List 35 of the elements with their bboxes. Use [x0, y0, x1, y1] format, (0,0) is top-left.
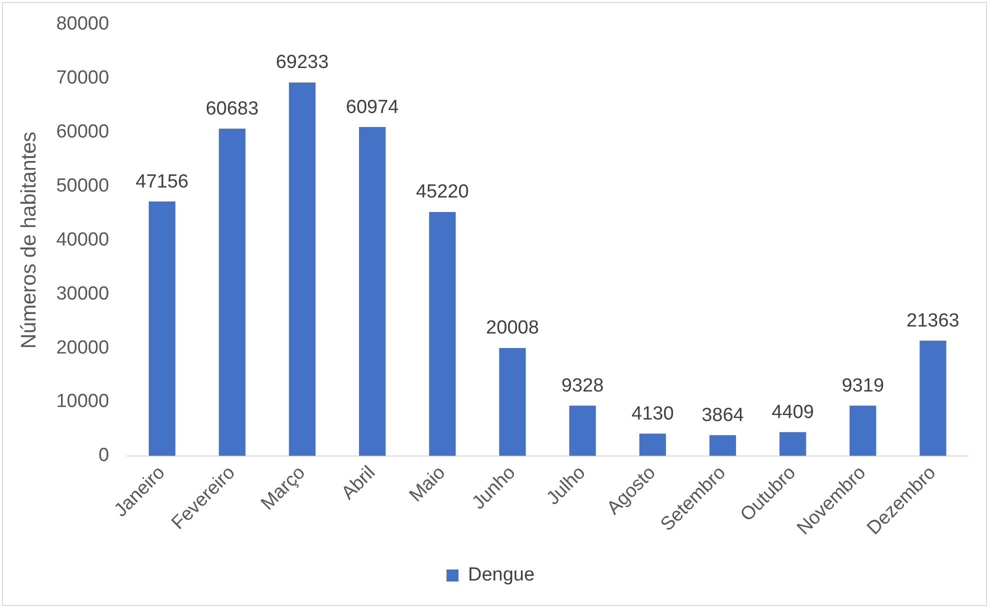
bar — [709, 435, 736, 456]
data-label: 4130 — [631, 403, 674, 424]
y-tick-label: 40000 — [56, 229, 110, 250]
data-label: 60683 — [206, 98, 259, 120]
y-tick-label: 0 — [98, 445, 110, 466]
y-tick-label: 60000 — [56, 122, 110, 143]
data-label: 47156 — [136, 171, 188, 192]
y-tick-label: 70000 — [56, 68, 110, 89]
bar — [779, 432, 806, 456]
bar — [499, 348, 526, 456]
data-label: 20008 — [486, 318, 539, 339]
bar — [639, 434, 666, 456]
legend-label: Dengue — [468, 564, 535, 586]
data-label: 3864 — [702, 404, 744, 426]
data-label: 9319 — [842, 375, 884, 396]
data-label: 69233 — [276, 52, 329, 74]
bar — [288, 82, 316, 456]
y-tick-label: 80000 — [56, 14, 110, 35]
y-tick-label: 30000 — [56, 283, 110, 304]
data-label: 60974 — [346, 96, 400, 118]
bar — [569, 406, 596, 456]
bar — [218, 128, 246, 456]
data-label: 45220 — [416, 182, 469, 203]
y-tick-label: 50000 — [56, 175, 110, 196]
data-label: 9328 — [561, 375, 604, 396]
y-axis-title: Números de habitantes — [17, 132, 40, 349]
data-label: 21363 — [906, 310, 960, 332]
y-tick-label: 20000 — [56, 337, 110, 358]
bar — [148, 202, 176, 456]
data-label: 4409 — [772, 402, 814, 423]
bar — [429, 212, 456, 456]
y-tick-label: 10000 — [56, 391, 110, 412]
bar — [850, 406, 876, 456]
bar — [359, 127, 386, 456]
bar — [920, 340, 946, 456]
